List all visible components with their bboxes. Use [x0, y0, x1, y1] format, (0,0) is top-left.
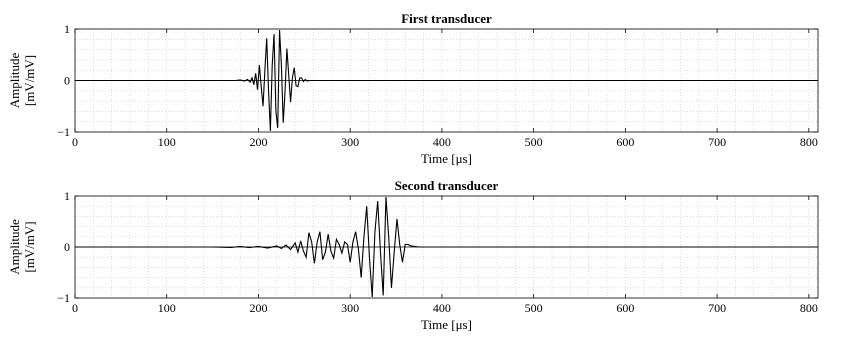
y-tick-label: 0	[64, 240, 70, 254]
x-tick-label: 400	[433, 301, 451, 315]
x-tick-label: 100	[158, 301, 176, 315]
y-axis-label-line: Amplitude	[7, 52, 22, 108]
x-tick-label: 700	[708, 301, 726, 315]
x-axis-label: Time [μs]	[421, 317, 472, 332]
y-tick-label: −1	[57, 125, 70, 139]
x-tick-label: 800	[800, 135, 818, 149]
chart-title: First transducer	[401, 11, 492, 26]
x-tick-label: 500	[525, 301, 543, 315]
x-tick-label: 800	[800, 301, 818, 315]
x-tick-label: 700	[708, 135, 726, 149]
signal-trace-2	[75, 196, 818, 298]
x-tick-label: 600	[616, 301, 634, 315]
y-axis-label: Amplitude[mV/mV]	[7, 52, 37, 108]
y-axis-label-line: [mV/mV]	[22, 221, 37, 272]
x-axis-label: Time [μs]	[421, 151, 472, 166]
signal-trace-1	[75, 30, 818, 131]
y-tick-label: 1	[64, 189, 70, 203]
x-tick-label: 200	[249, 135, 267, 149]
y-tick-label: −1	[57, 291, 70, 305]
x-tick-label: 0	[72, 135, 78, 149]
x-tick-label: 300	[341, 301, 359, 315]
x-tick-label: 0	[72, 301, 78, 315]
x-tick-label: 600	[616, 135, 634, 149]
x-tick-label: 400	[433, 135, 451, 149]
y-axis-label-line: [mV/mV]	[22, 55, 37, 106]
x-tick-label: 100	[158, 135, 176, 149]
chart-title: Second transducer	[395, 178, 499, 193]
y-tick-label: 0	[64, 74, 70, 88]
x-tick-label: 300	[341, 135, 359, 149]
y-axis-label-line: Amplitude	[7, 219, 22, 275]
y-tick-label: 1	[64, 22, 70, 36]
x-tick-label: 200	[249, 301, 267, 315]
x-tick-label: 500	[525, 135, 543, 149]
y-axis-label: Amplitude[mV/mV]	[7, 219, 37, 275]
